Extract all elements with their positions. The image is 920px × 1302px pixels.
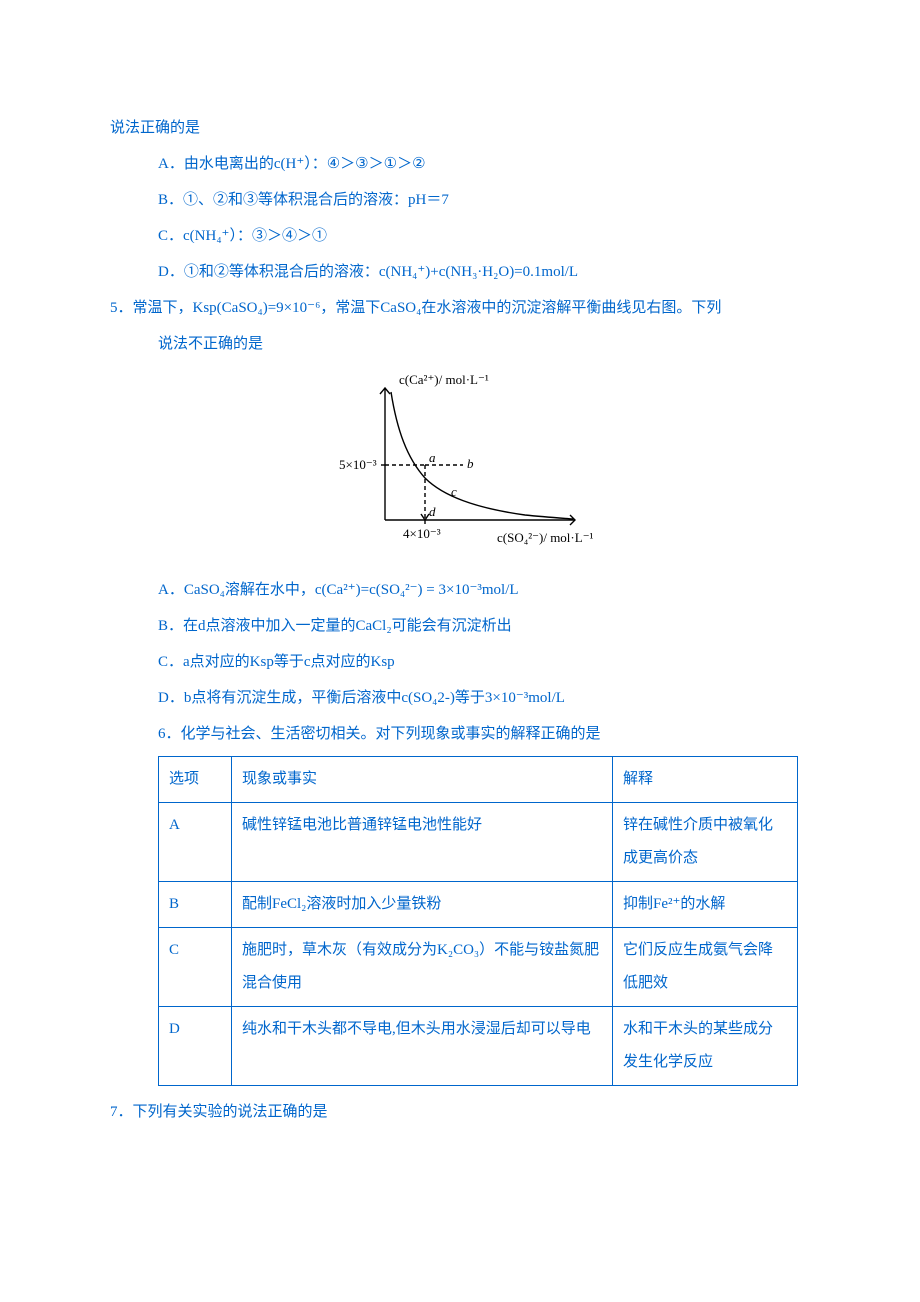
table-header-cell: 解释 (613, 757, 798, 803)
q5-option-a: A．CaSO₄溶解在水中，c(Ca²⁺)=c(SO₄²⁻) = 3×10⁻³mo… (110, 572, 810, 608)
table-cell: 抑制Fe²⁺的水解 (613, 882, 798, 928)
q5-option-c: C．a点对应的Ksp等于c点对应的Ksp (110, 644, 810, 680)
q6-table: 选项 现象或事实 解释 A 碱性锌锰电池比普通锌锰电池性能好 锌在碱性介质中被氧… (158, 756, 798, 1086)
chart-point-a: a (429, 450, 436, 465)
chart-point-d: d (429, 504, 436, 519)
q5-chart: c(Ca²⁺)/ mol·L⁻¹ c(SO₄²⁻)/ mol·L⁻¹ 5×10⁻… (110, 370, 810, 564)
table-row: B 配制FeCl₂溶液时加入少量铁粉 抑制Fe²⁺的水解 (159, 882, 798, 928)
table-cell: A (159, 803, 232, 882)
table-cell: 水和干木头的某些成分发生化学反应 (613, 1007, 798, 1086)
table-cell: 施肥时，草木灰（有效成分为K₂CO₃）不能与铵盐氮肥混合使用 (232, 928, 613, 1007)
chart-point-c: c (451, 484, 457, 499)
table-header-cell: 选项 (159, 757, 232, 803)
q6-stem: 6．化学与社会、生活密切相关。对下列现象或事实的解释正确的是 (110, 716, 810, 752)
q4-lead: 说法正确的是 (110, 110, 810, 146)
q4-option-a: A．由水电离出的c(H⁺）：④＞③＞①＞② (110, 146, 810, 182)
table-cell: 锌在碱性介质中被氧化成更高价态 (613, 803, 798, 882)
chart-x-axis-label: c(SO₄²⁻)/ mol·L⁻¹ (497, 530, 594, 545)
q5-stem-line1: 5．常温下，Ksp(CaSO₄)=9×10⁻⁶，常温下CaSO₄在水溶液中的沉淀… (110, 290, 810, 326)
q7-stem: 7．下列有关实验的说法正确的是 (110, 1094, 810, 1130)
table-cell: 碱性锌锰电池比普通锌锰电池性能好 (232, 803, 613, 882)
table-cell: 它们反应生成氨气会降低肥效 (613, 928, 798, 1007)
q4-option-c: C．c(NH₄⁺）：③＞④＞① (110, 218, 810, 254)
table-cell: C (159, 928, 232, 1007)
q4-option-b: B．①、②和③等体积混合后的溶液：pH＝7 (110, 182, 810, 218)
chart-point-b: b (467, 456, 474, 471)
table-row: 选项 现象或事实 解释 (159, 757, 798, 803)
table-row: C 施肥时，草木灰（有效成分为K₂CO₃）不能与铵盐氮肥混合使用 它们反应生成氨… (159, 928, 798, 1007)
table-cell: B (159, 882, 232, 928)
chart-y-axis-label: c(Ca²⁺)/ mol·L⁻¹ (399, 372, 489, 387)
table-row: A 碱性锌锰电池比普通锌锰电池性能好 锌在碱性介质中被氧化成更高价态 (159, 803, 798, 882)
q5-option-b: B．在d点溶液中加入一定量的CaCl₂可能会有沉淀析出 (110, 608, 810, 644)
table-header-cell: 现象或事实 (232, 757, 613, 803)
table-cell: 配制FeCl₂溶液时加入少量铁粉 (232, 882, 613, 928)
q5-stem-line2: 说法不正确的是 (110, 326, 810, 362)
chart-y-tick-label: 5×10⁻³ (339, 457, 377, 472)
q4-option-d: D．①和②等体积混合后的溶液：c(NH₄⁺)+c(NH₃·H₂O)=0.1mol… (110, 254, 810, 290)
table-cell: 纯水和干木头都不导电,但木头用水浸湿后却可以导电 (232, 1007, 613, 1086)
chart-x-tick-label: 4×10⁻³ (403, 526, 441, 541)
table-row: D 纯水和干木头都不导电,但木头用水浸湿后却可以导电 水和干木头的某些成分发生化… (159, 1007, 798, 1086)
table-cell: D (159, 1007, 232, 1086)
q5-option-d: D．b点将有沉淀生成，平衡后溶液中c(SO₄2-)等于3×10⁻³mol/L (110, 680, 810, 716)
